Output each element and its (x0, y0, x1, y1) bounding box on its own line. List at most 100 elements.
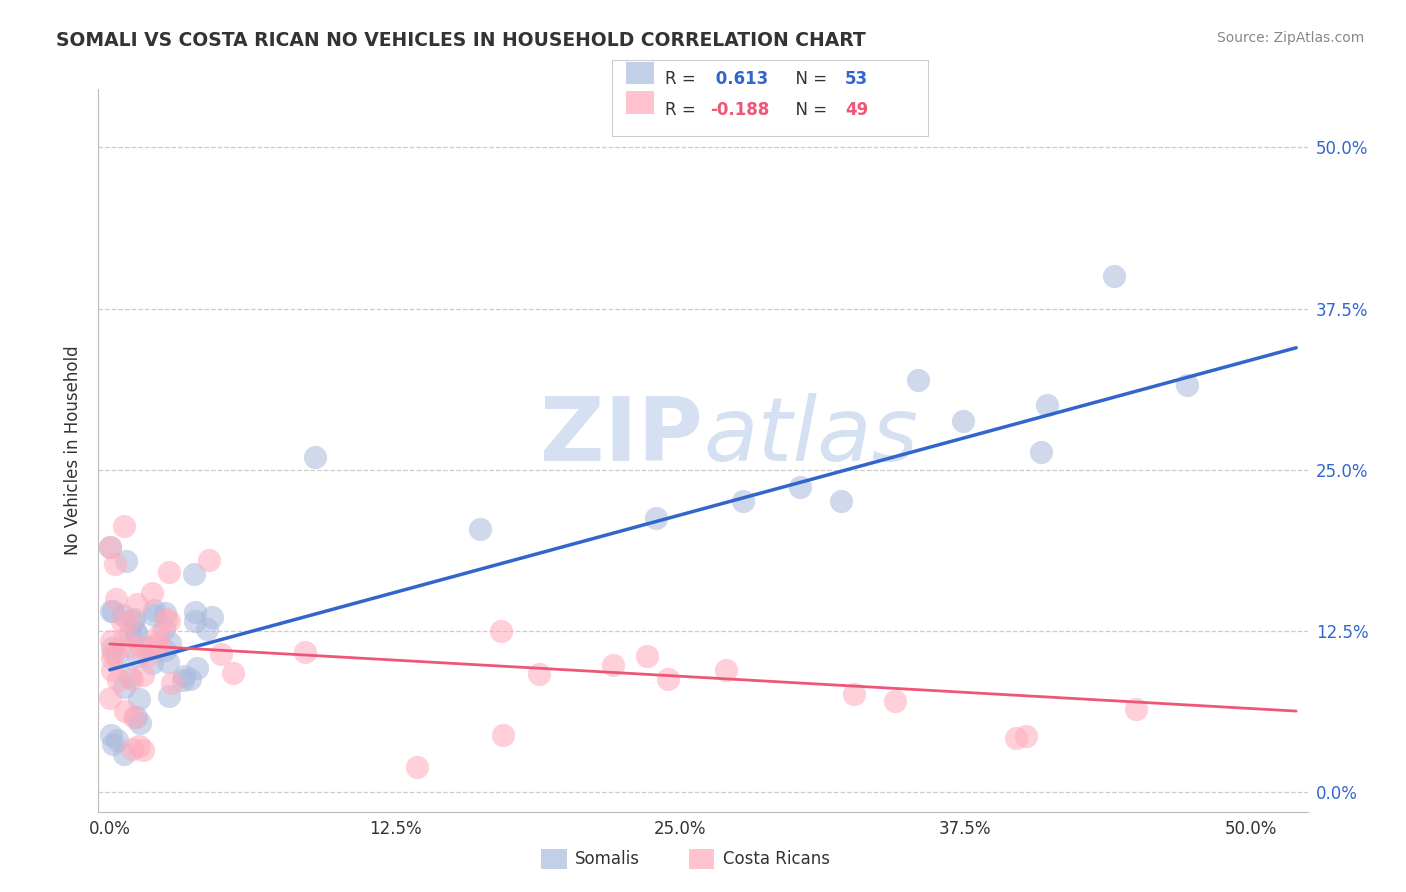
Point (112, 747, 135, 761)
Point (183, 567, 205, 582)
Point (141, 656, 163, 670)
Point (222, 665, 245, 680)
Point (146, 636, 169, 650)
Point (160, 676, 183, 690)
Text: 53: 53 (845, 70, 868, 88)
Point (118, 614, 141, 628)
Point (197, 553, 219, 567)
Text: 49: 49 (845, 101, 869, 119)
Point (122, 614, 145, 628)
Text: R =: R = (665, 70, 702, 88)
Point (173, 669, 195, 683)
Point (153, 606, 176, 620)
Point (1175, 378, 1198, 392)
Point (209, 647, 232, 661)
Point (100, 633, 122, 648)
Point (128, 739, 150, 753)
Point (98, 690, 121, 705)
Point (159, 635, 181, 649)
Point (468, 523, 491, 537)
Point (153, 622, 176, 636)
Point (155, 643, 177, 657)
Text: 0.613: 0.613 (710, 70, 768, 88)
Point (907, 372, 929, 386)
Point (141, 586, 163, 600)
Text: N =: N = (785, 70, 832, 88)
Point (114, 704, 136, 718)
Point (132, 742, 155, 756)
Point (527, 667, 550, 681)
Point (122, 612, 145, 626)
Point (100, 641, 122, 656)
Point (118, 627, 141, 641)
Point (186, 661, 208, 675)
Text: SOMALI VS COSTA RICAN NO VEHICLES IN HOUSEHOLD CORRELATION CHART: SOMALI VS COSTA RICAN NO VEHICLES IN HOU… (56, 31, 866, 50)
Point (103, 646, 125, 660)
Point (157, 614, 180, 628)
Point (101, 651, 124, 665)
Point (125, 626, 148, 640)
Point (1102, 269, 1125, 284)
Point (105, 591, 128, 606)
Point (105, 733, 128, 747)
Point (492, 728, 515, 742)
Point (125, 625, 148, 640)
Point (129, 640, 152, 654)
Point (104, 557, 127, 571)
Point (157, 655, 180, 669)
Point (789, 480, 811, 494)
Point (657, 672, 679, 686)
Point (98, 540, 121, 554)
Point (125, 597, 148, 611)
Point (101, 663, 124, 677)
Point (1029, 445, 1052, 459)
Y-axis label: No Vehicles in Household: No Vehicles in Household (63, 345, 82, 556)
Point (1004, 731, 1026, 745)
Point (121, 741, 143, 756)
Point (184, 615, 207, 629)
Point (1015, 729, 1038, 743)
Point (115, 554, 138, 568)
Point (136, 648, 159, 663)
Point (195, 622, 218, 636)
Text: N =: N = (785, 101, 832, 119)
Text: ZIP: ZIP (540, 392, 703, 480)
Point (131, 668, 153, 682)
Point (155, 612, 177, 626)
Point (883, 694, 905, 708)
Point (1036, 399, 1059, 413)
Point (100, 604, 122, 618)
Point (124, 710, 146, 724)
Point (98, 540, 121, 554)
Text: Source: ZipAtlas.com: Source: ZipAtlas.com (1216, 31, 1364, 45)
Point (146, 629, 169, 643)
Point (112, 632, 135, 647)
Point (842, 687, 865, 701)
Point (127, 649, 149, 664)
Point (1125, 701, 1147, 715)
Point (101, 604, 124, 618)
Point (120, 640, 142, 655)
Point (142, 607, 165, 622)
Point (105, 648, 128, 663)
Text: -0.188: -0.188 (710, 101, 769, 119)
Point (157, 690, 180, 704)
Point (201, 610, 224, 624)
Point (138, 640, 160, 655)
Point (118, 670, 141, 684)
Point (733, 493, 755, 508)
Point (172, 673, 194, 688)
Text: R =: R = (665, 101, 702, 119)
Point (121, 672, 143, 686)
Point (602, 658, 624, 673)
Point (107, 673, 129, 687)
Text: atlas: atlas (703, 393, 918, 479)
Point (294, 645, 316, 659)
Point (406, 759, 429, 773)
Text: Somalis: Somalis (575, 850, 640, 868)
Point (100, 728, 122, 742)
Point (636, 649, 658, 664)
Point (143, 603, 166, 617)
Point (112, 518, 135, 533)
Point (830, 494, 852, 508)
